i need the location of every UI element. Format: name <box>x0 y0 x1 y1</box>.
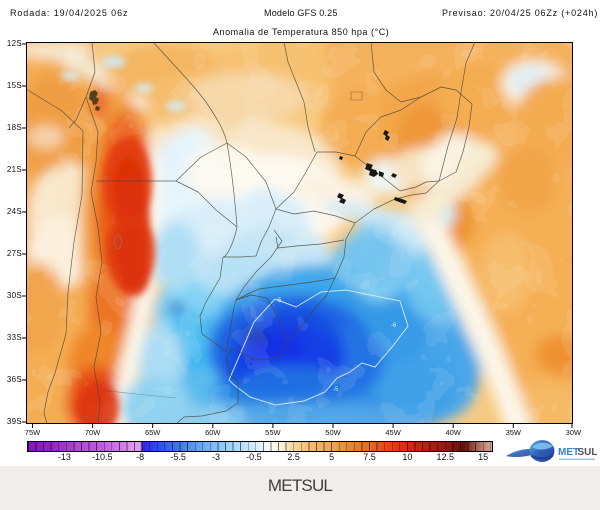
svg-text:SUL: SUL <box>578 447 598 458</box>
svg-text:-6: -6 <box>391 323 397 329</box>
svg-text:MET: MET <box>558 447 579 458</box>
svg-text:-5: -5 <box>333 387 339 393</box>
svg-text:-5: -5 <box>276 298 282 304</box>
